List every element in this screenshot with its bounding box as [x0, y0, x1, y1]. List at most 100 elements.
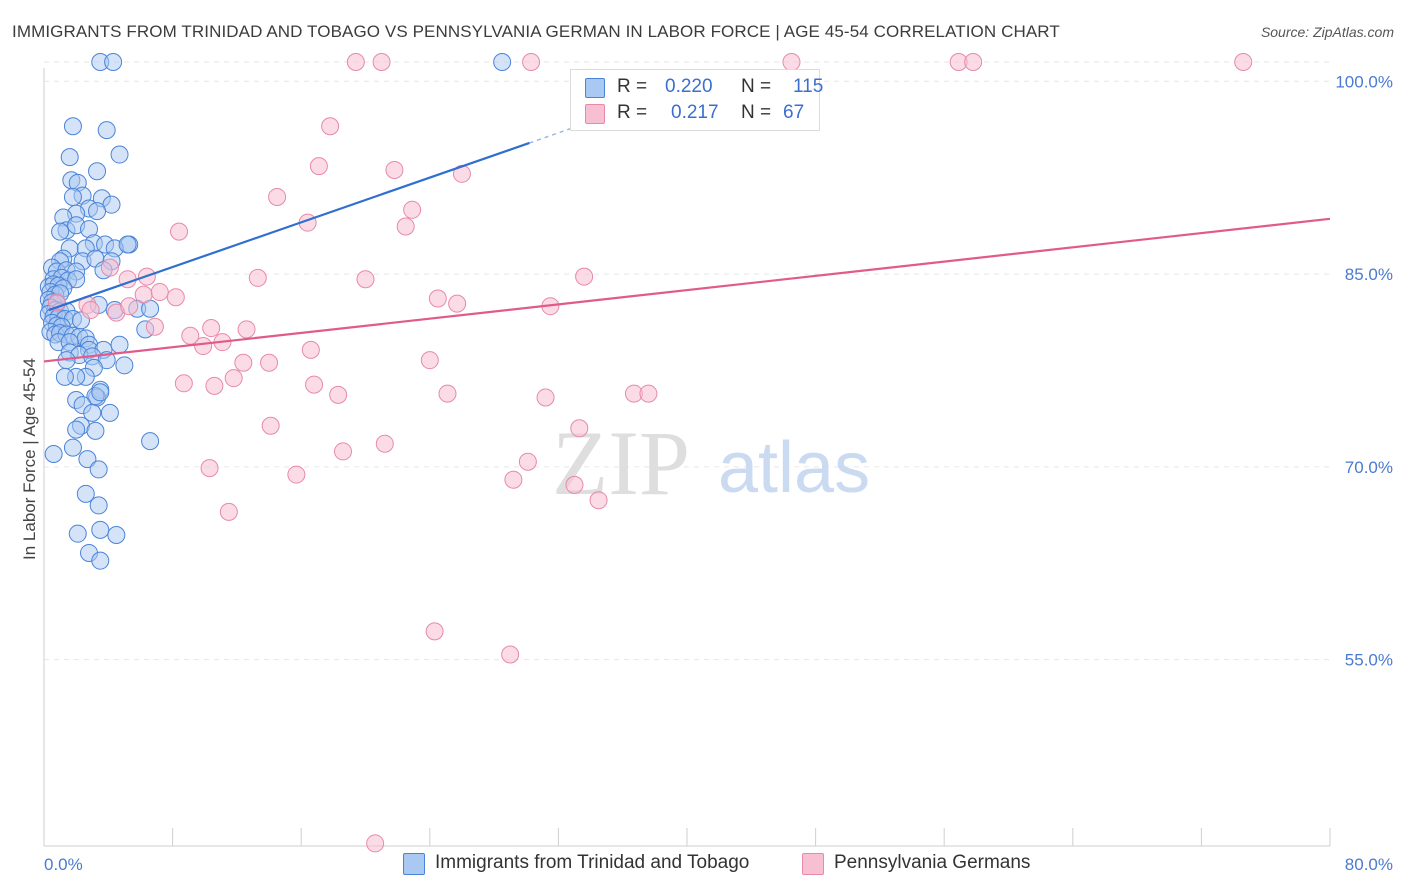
data-point-immigrants	[100, 403, 119, 422]
legend-r-value: 0.220	[665, 76, 713, 97]
data-point-pennsylvania	[260, 353, 279, 372]
legend-r-label: R =	[617, 76, 648, 97]
data-point-pennsylvania	[385, 160, 404, 179]
data-point-immigrants	[67, 270, 86, 289]
data-point-pennsylvania	[782, 53, 801, 71]
data-point-pennsylvania	[501, 645, 520, 664]
legend-n-value: 115	[793, 76, 824, 97]
correlation-legend: R = 0.220 N = 115 R = 0.217 N = 67	[570, 69, 824, 131]
data-point-immigrants	[91, 520, 110, 539]
y-axis-label: In Labor Force | Age 45-54	[20, 358, 39, 560]
y-tick-label: 55.0%	[1345, 651, 1393, 670]
series-swatch-blue	[403, 853, 425, 875]
data-point-immigrants	[67, 420, 86, 439]
series-pennsylvania-points	[47, 53, 1253, 853]
chart-title: IMMIGRANTS FROM TRINIDAD AND TOBAGO VS P…	[12, 22, 1060, 41]
data-point-pennsylvania	[448, 294, 467, 313]
data-point-immigrants	[141, 432, 160, 451]
data-point-pennsylvania	[166, 288, 185, 307]
series-immigrants-points	[39, 53, 512, 570]
data-point-immigrants	[63, 117, 82, 136]
series-legend: Immigrants from Trinidad and Tobago Penn…	[0, 850, 1406, 878]
data-point-pennsylvania	[518, 452, 537, 471]
data-point-pennsylvania	[536, 388, 555, 407]
y-tick-label: 70.0%	[1345, 458, 1393, 477]
data-point-immigrants	[60, 148, 79, 167]
axes	[43, 68, 1331, 847]
trend-lines	[43, 115, 1331, 363]
data-point-pennsylvania	[522, 53, 541, 71]
data-point-immigrants	[493, 53, 512, 71]
y-tick-label: 100.0%	[1335, 72, 1393, 91]
data-point-pennsylvania	[420, 351, 439, 370]
data-point-immigrants	[118, 235, 137, 254]
data-point-pennsylvania	[1234, 53, 1253, 71]
data-point-pennsylvania	[639, 384, 658, 403]
data-point-immigrants	[83, 403, 102, 422]
data-point-pennsylvania	[205, 376, 224, 395]
data-point-pennsylvania	[181, 326, 200, 345]
series-legend-label: Immigrants from Trinidad and Tobago	[435, 852, 750, 873]
legend-r-label: R =	[617, 102, 648, 123]
data-point-pennsylvania	[375, 434, 394, 453]
data-point-immigrants	[63, 187, 82, 206]
data-point-pennsylvania	[145, 317, 164, 336]
data-point-pennsylvania	[202, 319, 221, 338]
series-legend-label: Pennsylvania Germans	[834, 852, 1031, 873]
data-point-immigrants	[78, 450, 97, 469]
data-point-immigrants	[51, 222, 70, 241]
data-point-pennsylvania	[438, 384, 457, 403]
x-tick-label-max: 80.0%	[1345, 855, 1393, 874]
data-point-pennsylvania	[120, 297, 139, 316]
data-point-pennsylvania	[329, 385, 348, 404]
data-point-pennsylvania	[170, 222, 189, 241]
data-point-immigrants	[89, 496, 108, 515]
data-point-pennsylvania	[200, 459, 219, 478]
data-point-pennsylvania	[570, 419, 589, 438]
data-point-pennsylvania	[268, 187, 287, 206]
data-point-pennsylvania	[428, 289, 447, 308]
chart-source: Source: ZipAtlas.com	[1260, 24, 1394, 40]
data-point-pennsylvania	[81, 301, 100, 320]
data-point-pennsylvania	[346, 53, 365, 71]
y-tick-label: 85.0%	[1345, 265, 1393, 284]
tick-labels: 55.0% 70.0% 85.0% 100.0% 0.0% 80.0%	[44, 72, 1393, 874]
legend-swatch-blue	[585, 78, 605, 98]
series-swatch-pink	[802, 853, 824, 875]
data-point-immigrants	[44, 445, 63, 463]
data-point-immigrants	[89, 460, 108, 479]
data-point-pennsylvania	[301, 340, 320, 359]
trend-line-immigrants	[48, 141, 530, 312]
legend-r-value: 0.217	[671, 102, 719, 123]
data-point-immigrants	[115, 356, 134, 375]
data-point-pennsylvania	[366, 834, 385, 853]
data-point-immigrants	[86, 421, 105, 440]
data-point-pennsylvania	[565, 475, 584, 494]
data-point-pennsylvania	[305, 375, 324, 394]
data-point-pennsylvania	[234, 353, 253, 372]
legend-n-value: 67	[783, 102, 805, 123]
trend-line-immigrants-extension	[529, 115, 607, 144]
data-point-pennsylvania	[150, 283, 169, 302]
data-point-pennsylvania	[237, 320, 256, 339]
data-point-immigrants	[76, 484, 95, 503]
data-point-pennsylvania	[287, 465, 306, 484]
data-point-pennsylvania	[248, 268, 267, 287]
data-point-immigrants	[104, 53, 123, 71]
data-point-immigrants	[97, 121, 116, 140]
data-point-pennsylvania	[372, 53, 391, 71]
data-point-immigrants	[91, 551, 110, 570]
data-point-immigrants	[68, 524, 87, 543]
data-point-pennsylvania	[575, 267, 594, 286]
data-point-pennsylvania	[321, 117, 340, 136]
data-point-pennsylvania	[964, 53, 983, 71]
data-point-pennsylvania	[356, 270, 375, 289]
data-point-pennsylvania	[589, 491, 608, 510]
data-point-pennsylvania	[309, 157, 328, 176]
data-point-immigrants	[55, 367, 74, 386]
data-point-pennsylvania	[100, 258, 119, 277]
data-point-pennsylvania	[396, 217, 415, 236]
legend-n-label: N =	[741, 76, 772, 97]
watermark-atlas: atlas	[718, 428, 870, 508]
